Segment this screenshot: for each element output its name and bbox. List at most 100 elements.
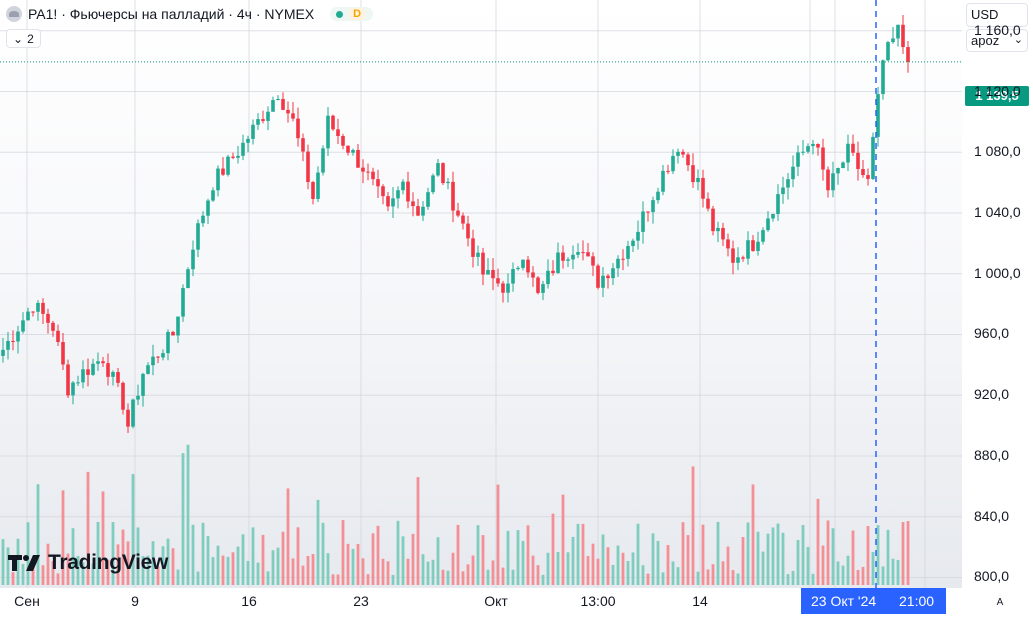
volume-bar: [456, 524, 460, 585]
volume-bar: [486, 569, 490, 585]
price-tick-label: 800,0: [974, 568, 1010, 585]
volume-bar: [886, 529, 890, 585]
volume-bar: [6, 547, 10, 585]
indicators-collapse-button[interactable]: ⌄ 2: [6, 29, 41, 48]
candle-body: [811, 143, 815, 147]
volume-bar: [611, 564, 615, 585]
candle-body: [636, 231, 640, 241]
candle-body: [761, 230, 765, 242]
candle-body: [741, 257, 745, 259]
volume-bar: [616, 545, 620, 585]
currency-selector[interactable]: USD: [966, 3, 1028, 27]
volume-bar: [736, 573, 740, 585]
volume-bar: [806, 546, 810, 585]
volume-bar: [821, 545, 825, 585]
volume-bar: [866, 526, 870, 585]
volume-bar: [76, 556, 80, 585]
volume-bar: [381, 558, 385, 585]
tradingview-logo[interactable]: TradingView: [8, 551, 168, 575]
candle-body: [631, 240, 635, 247]
volume-bar: [656, 540, 660, 585]
candle-body: [616, 258, 620, 269]
volume-bar: [156, 566, 160, 585]
candle-body: [46, 313, 50, 323]
volume-bar: [251, 527, 255, 585]
volume-bar: [741, 537, 745, 585]
symbol-title[interactable]: PA1! · Фьючерсы на палладий · 4ч · NYMEX: [28, 6, 315, 22]
candle-body: [386, 196, 390, 207]
candle-body: [136, 395, 140, 400]
volume-bar: [746, 522, 750, 585]
volume-bar: [206, 536, 210, 585]
candle-body: [191, 249, 195, 270]
candle-body: [446, 181, 450, 184]
auto-scale-button[interactable]: A: [991, 594, 1009, 612]
volume-bar: [726, 546, 730, 585]
volume-bar: [21, 563, 25, 585]
candle-body: [111, 372, 115, 377]
candle-body: [881, 60, 885, 95]
candle-body: [806, 146, 810, 152]
candle-body: [421, 206, 425, 216]
volume-bar: [111, 522, 115, 585]
time-tick-label: 23: [353, 593, 369, 609]
price-tick-label: 1 040,0: [974, 204, 1021, 220]
volume-bar: [626, 561, 630, 585]
crosshair-date: 23 Окт '24: [811, 593, 877, 609]
volume-bar: [96, 521, 100, 585]
volume-bar: [841, 565, 845, 585]
candle-body: [251, 124, 255, 139]
volume-bar: [836, 561, 840, 585]
candle-body: [461, 215, 465, 224]
volume-bar: [461, 571, 465, 585]
candle-body: [846, 143, 850, 163]
candle-body: [611, 268, 615, 279]
volume-bar: [646, 573, 650, 585]
volume-bar: [436, 537, 440, 585]
volume-bar: [556, 551, 560, 585]
candle-body: [471, 238, 475, 257]
candle-body: [341, 136, 345, 146]
candle-body: [51, 322, 55, 331]
volume-bar: [401, 536, 405, 585]
price-tick-label: 1 120,0: [974, 82, 1021, 99]
volume-bar: [81, 562, 85, 585]
chart-plot-area[interactable]: [0, 0, 962, 588]
volume-bar: [776, 523, 780, 585]
volume-bar: [146, 555, 150, 585]
unit-selector[interactable]: apoz ⌄: [966, 29, 1028, 52]
volume-bar: [631, 552, 635, 585]
volume-bar: [416, 477, 420, 585]
candle-body: [676, 151, 680, 156]
candle-body: [821, 147, 825, 170]
candle-body: [271, 100, 275, 112]
candle-body: [146, 365, 150, 374]
candle-body: [536, 277, 540, 293]
volume-bar: [731, 570, 735, 585]
volume-bar: [691, 466, 695, 585]
volume-bar: [331, 574, 335, 585]
candle-body: [181, 288, 185, 317]
volume-bar: [11, 572, 15, 585]
volume-bar: [906, 521, 910, 585]
volume-bar: [536, 565, 540, 585]
volume-bar: [316, 499, 320, 585]
volume-bar: [116, 544, 120, 585]
candle-body: [671, 155, 675, 172]
candle-body: [441, 163, 445, 184]
volume-bar: [276, 547, 280, 585]
candle-body: [376, 179, 380, 187]
candle-body: [131, 399, 135, 427]
volume-bar: [451, 552, 455, 585]
volume-bar: [91, 563, 95, 585]
candle-body: [396, 190, 400, 199]
candle-body: [306, 151, 310, 183]
volume-bar: [766, 533, 770, 585]
volume-bar: [141, 556, 145, 585]
candle-body: [141, 373, 145, 396]
volume-bar: [426, 561, 430, 585]
market-status[interactable]: D: [330, 7, 374, 21]
candle-body: [576, 252, 580, 255]
candle-body: [81, 369, 85, 383]
